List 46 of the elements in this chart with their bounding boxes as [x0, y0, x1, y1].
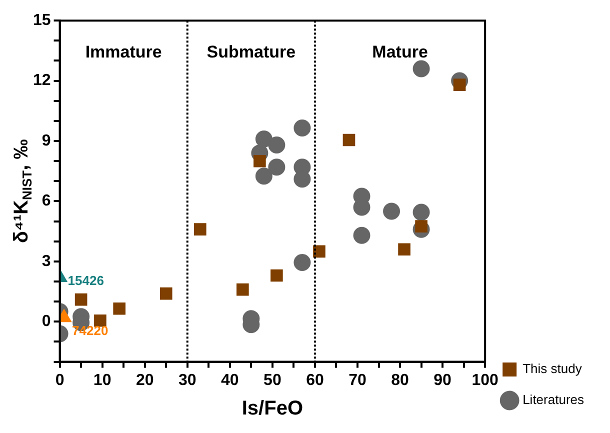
point: [254, 154, 266, 168]
annotation: Immature: [85, 42, 162, 62]
legend-label: Literatures: [522, 392, 584, 408]
point: [268, 136, 286, 154]
x-tick-label: 90: [434, 372, 452, 389]
y-tick-label: 0: [42, 313, 51, 330]
point: [294, 119, 311, 136]
annotation: Mature: [372, 42, 428, 62]
point: [412, 60, 430, 78]
point: [398, 243, 410, 256]
annotation: Submature: [206, 42, 296, 62]
y-tick-label: 9: [42, 132, 51, 150]
x-tick-label: 50: [264, 372, 282, 389]
series-label: 15426: [68, 273, 104, 288]
legend-label: This study: [522, 361, 582, 376]
series-label: 74220: [72, 323, 108, 338]
point: [236, 283, 249, 296]
point: [270, 269, 283, 282]
point: [255, 168, 272, 185]
x-tick-label: 20: [136, 372, 154, 389]
point: [194, 223, 206, 236]
x-tick-label: 60: [306, 372, 324, 389]
point: [74, 293, 88, 306]
x-tick-label: 30: [178, 372, 196, 389]
point: [313, 245, 326, 258]
point: [383, 202, 400, 220]
y-tick-label: 15: [33, 12, 51, 30]
point: [412, 204, 430, 221]
x-tick-label: 10: [93, 372, 112, 389]
x-axis-title: Is/FeO: [242, 398, 304, 420]
y-tick-label: 12: [33, 72, 51, 90]
x-tick-label: 100: [472, 372, 499, 389]
point: [113, 302, 126, 315]
point: [255, 130, 272, 148]
point: [268, 158, 286, 176]
x-tick-label: 40: [221, 372, 239, 389]
y-axis-title: δ⁴¹KNIST, ‰: [10, 139, 35, 244]
x-tick-label: 80: [391, 372, 410, 389]
point: [353, 226, 370, 244]
point: [160, 287, 172, 300]
point: [342, 134, 356, 146]
point: [294, 254, 311, 271]
y-tick-label: 6: [42, 192, 51, 210]
x-tick-label: 0: [55, 372, 64, 389]
y-tick-label: 3: [42, 252, 51, 270]
x-tick-label: 70: [348, 372, 366, 389]
